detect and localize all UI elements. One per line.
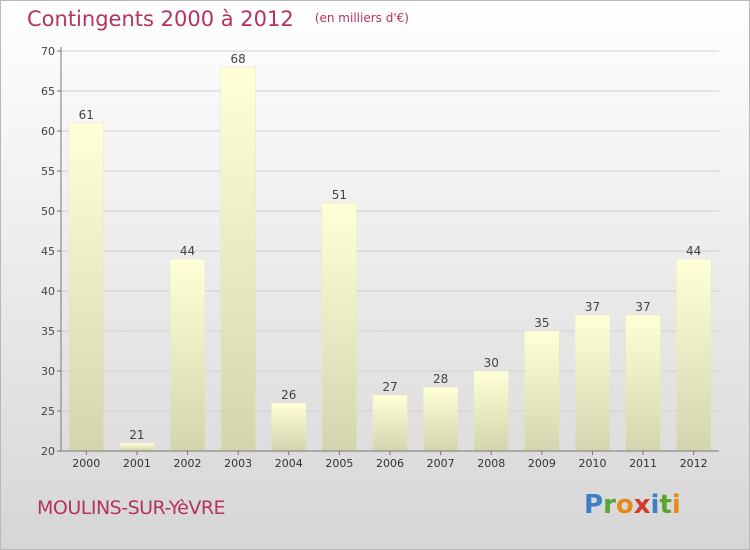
y-tick-label: 60 bbox=[41, 125, 55, 138]
x-tick-label-2009: 2009 bbox=[528, 457, 556, 470]
y-tick-label: 20 bbox=[41, 445, 55, 458]
x-tick-label-2008: 2008 bbox=[477, 457, 505, 470]
bar-2007 bbox=[422, 386, 459, 452]
x-tick-label-2001: 2001 bbox=[123, 457, 151, 470]
x-tick-label-2000: 2000 bbox=[72, 457, 100, 470]
y-tick-label: 30 bbox=[41, 365, 55, 378]
value-label-2003: 68 bbox=[231, 52, 246, 66]
bar-2008 bbox=[473, 370, 509, 452]
value-label-2004: 26 bbox=[281, 388, 296, 402]
y-tick-label: 65 bbox=[41, 85, 55, 98]
value-label-2009: 35 bbox=[534, 316, 549, 330]
bar-2006 bbox=[372, 394, 408, 452]
bar-2002 bbox=[169, 258, 206, 452]
y-tick-label: 40 bbox=[41, 285, 55, 298]
bar-2009 bbox=[524, 330, 560, 452]
value-label-2006: 27 bbox=[382, 380, 397, 394]
x-tick-label-2010: 2010 bbox=[578, 457, 606, 470]
bar-2011 bbox=[625, 314, 661, 452]
y-tick-label: 35 bbox=[41, 325, 55, 338]
x-tick-label-2007: 2007 bbox=[427, 457, 455, 470]
bar-2012 bbox=[675, 258, 712, 452]
x-tick-label-2006: 2006 bbox=[376, 457, 404, 470]
proxiti-logo: Proxiti bbox=[584, 490, 681, 520]
y-tick-label: 45 bbox=[41, 245, 55, 258]
x-tick-label-2012: 2012 bbox=[680, 457, 708, 470]
x-tick-label-2002: 2002 bbox=[174, 457, 202, 470]
value-label-2000: 61 bbox=[79, 108, 94, 122]
title-block: Contingents 2000 à 2012 (en milliers d'€… bbox=[27, 7, 409, 31]
y-tick-label: 70 bbox=[41, 45, 55, 58]
bar-2001 bbox=[119, 442, 155, 452]
value-label-2008: 30 bbox=[484, 356, 499, 370]
x-tick-label-2005: 2005 bbox=[325, 457, 353, 470]
commune-name: MOULINS-SUR-YèVRE bbox=[37, 497, 226, 519]
value-label-2011: 37 bbox=[635, 300, 650, 314]
y-tick-label: 50 bbox=[41, 205, 55, 218]
value-label-2001: 21 bbox=[129, 428, 144, 442]
bar-2003 bbox=[220, 66, 256, 452]
x-tick-label-2003: 2003 bbox=[224, 457, 252, 470]
y-tick-label: 55 bbox=[41, 165, 55, 178]
x-tick-label-2011: 2011 bbox=[629, 457, 657, 470]
value-label-2002: 44 bbox=[180, 244, 195, 258]
bar-2000 bbox=[68, 122, 105, 452]
bar-2004 bbox=[271, 402, 307, 452]
x-tick-label-2004: 2004 bbox=[275, 457, 303, 470]
value-label-2005: 51 bbox=[332, 188, 347, 202]
chart-unit: (en milliers d'€) bbox=[314, 11, 409, 25]
chart-title: Contingents 2000 à 2012 bbox=[27, 7, 294, 31]
bar-2010 bbox=[574, 314, 611, 452]
value-label-2007: 28 bbox=[433, 372, 448, 386]
bar-2005 bbox=[321, 202, 358, 452]
value-label-2010: 37 bbox=[585, 300, 600, 314]
value-label-2012: 44 bbox=[686, 244, 701, 258]
y-tick-label: 25 bbox=[41, 405, 55, 418]
